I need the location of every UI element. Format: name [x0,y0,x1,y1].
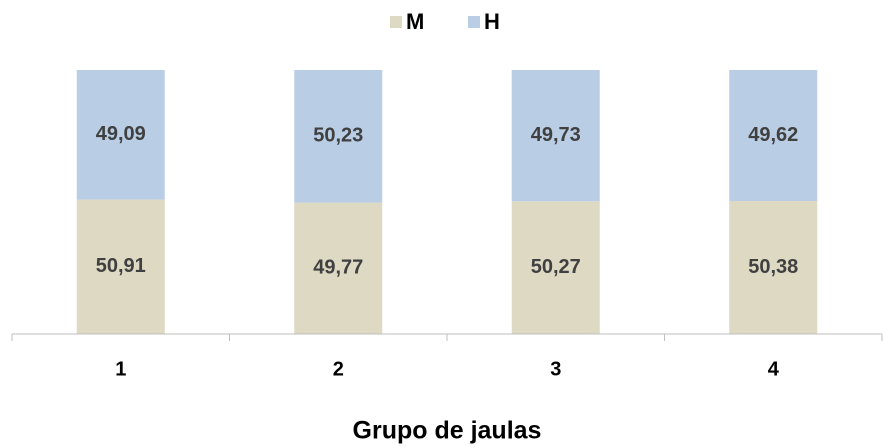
legend-swatch [390,16,402,28]
legend-swatch [468,16,480,28]
data-label: 49,73 [531,124,581,146]
x-tick-label: 2 [333,358,344,380]
x-tick-label: 3 [550,358,561,380]
data-label: 50,23 [313,125,363,147]
bar-segment [729,70,818,201]
bar-segment [511,201,600,334]
x-axis-title: Grupo de jaulas [353,417,542,445]
data-label: 49,77 [313,257,363,279]
x-tick-label: 1 [115,358,126,380]
data-label: 50,27 [531,256,581,278]
bar-segment [76,199,165,334]
bar-segment [294,70,383,203]
data-label: 49,09 [96,123,146,145]
bar-segment [511,70,600,202]
x-tick-label: 4 [768,358,780,380]
bar-segment [76,70,165,200]
bar-segment [729,200,818,334]
bar-segment [294,202,383,334]
legend-label: M [406,9,424,34]
data-label: 49,62 [748,124,798,146]
data-label: 50,38 [748,256,798,278]
data-label: 50,91 [96,255,146,277]
legend-label: H [484,9,500,34]
